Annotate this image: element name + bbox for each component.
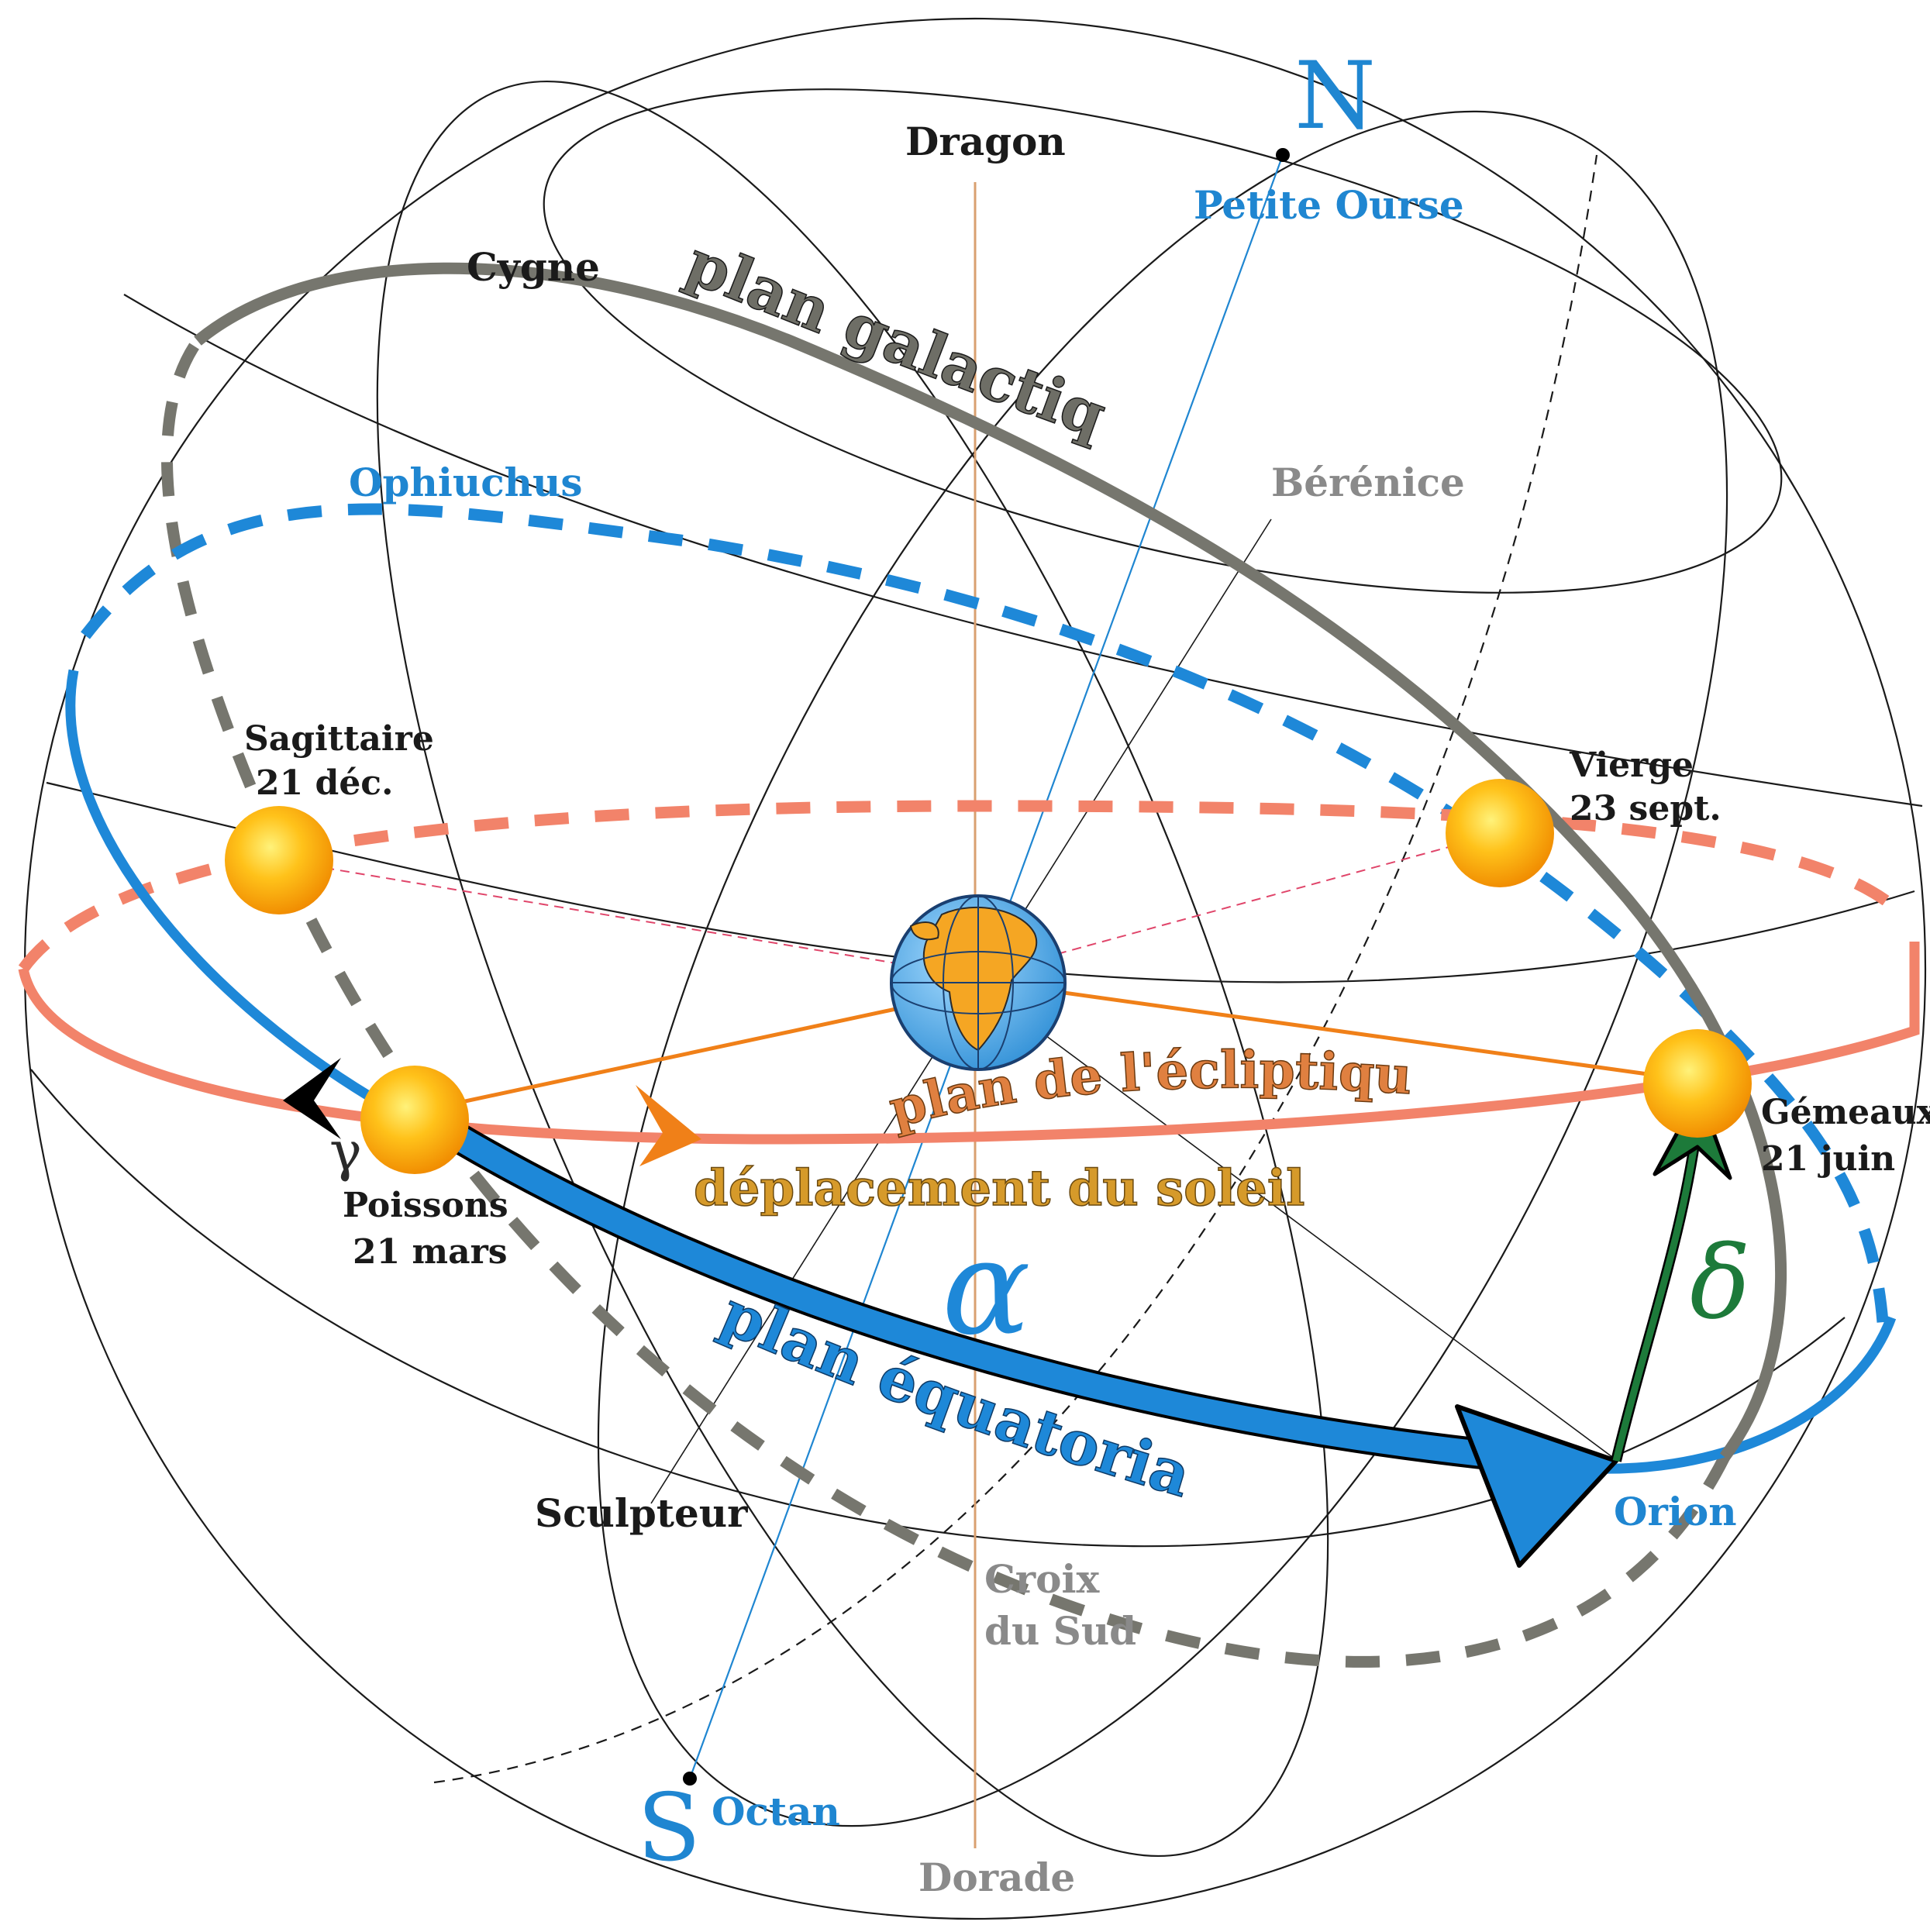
galactic-plane-front — [194, 262, 1787, 1461]
label-gemeaux: Gémeaux — [1761, 1093, 1930, 1132]
label-gemeaux-date: 21 juin — [1761, 1139, 1895, 1179]
right-ascension-arrowhead — [1455, 1404, 1618, 1568]
sun-vectors — [414, 978, 1698, 1114]
label-alpha: α — [942, 1211, 1031, 1365]
ecliptic-plane-back — [18, 800, 1908, 973]
sun-sagittaire — [225, 806, 333, 914]
great-circle-c — [123, 294, 1923, 808]
label-croix-du-sud-1: Croix — [984, 1556, 1100, 1602]
label-sagittaire-date: 21 déc. — [256, 763, 393, 803]
label-sculpteur: Sculpteur — [535, 1490, 748, 1536]
meridian-left — [376, 80, 1329, 1858]
label-delta: δ — [1690, 1224, 1750, 1341]
earth-globe-icon — [890, 894, 1067, 1071]
ecliptic-back-arrow — [283, 1058, 341, 1139]
label-deplacement-soleil: déplacement du soleil — [694, 1159, 1304, 1217]
sun-sphere-icon — [360, 1066, 469, 1174]
label-dorade: Dorade — [918, 1855, 1075, 1900]
sun-vierge — [1446, 779, 1554, 887]
sun-poissons — [360, 1066, 469, 1174]
galactic-plane-back — [161, 337, 1730, 1668]
label-ophiuchus: Ophiuchus — [349, 460, 583, 505]
label-berenice: Bérénice — [1271, 460, 1465, 505]
solstice-lines — [278, 832, 1501, 977]
label-plan-galactique: plan galactique — [0, 0, 1115, 452]
label-gamma: γ — [329, 1120, 362, 1183]
south-pole-label: S — [637, 1775, 701, 1882]
sun-sphere-icon — [1446, 779, 1554, 887]
sun-gemeaux — [1643, 1029, 1752, 1138]
north-circle — [543, 88, 1783, 594]
sun-sphere-icon — [1643, 1029, 1752, 1138]
hidden-circle — [433, 154, 1598, 1784]
label-octan: Octan — [712, 1789, 840, 1834]
south-pole-dot — [683, 1772, 697, 1786]
earth-to-orion-line — [976, 983, 1613, 1458]
label-dragon: Dragon — [905, 119, 1066, 164]
label-orion: Orion — [1614, 1489, 1737, 1534]
declination-arrow-inner — [1612, 1123, 1701, 1462]
north-pole-dot — [1276, 148, 1290, 162]
label-croix-du-sud-2: du Sud — [984, 1608, 1136, 1654]
label-sagittaire: Sagittaire — [244, 719, 434, 759]
label-vierge: Vierge — [1569, 746, 1694, 785]
label-petite-ourse: Petite Ourse — [1194, 182, 1464, 228]
equatorial-plane-back — [81, 503, 1890, 1334]
label-vierge-date: 23 sept. — [1570, 789, 1721, 828]
label-poissons-date: 21 mars — [353, 1232, 508, 1272]
right-ascension-arrow-inner — [415, 1105, 1552, 1473]
meridian-right — [597, 110, 1728, 1827]
north-pole-label: N — [1294, 43, 1376, 150]
ecliptic-direction-arrow — [636, 1085, 701, 1166]
label-poissons: Poissons — [343, 1186, 508, 1225]
label-cygne: Cygne — [467, 244, 600, 290]
sun-sphere-icon — [225, 806, 333, 914]
